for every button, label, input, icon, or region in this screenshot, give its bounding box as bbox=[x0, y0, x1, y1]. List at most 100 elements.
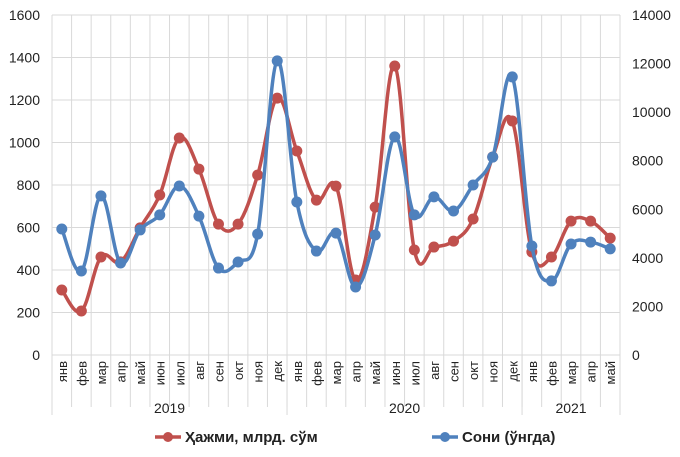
series-volume bbox=[56, 60, 616, 317]
data-point bbox=[565, 215, 577, 227]
left-axis-tick-label: 400 bbox=[17, 262, 41, 278]
year-label: 2021 bbox=[555, 400, 586, 416]
category-label: авг bbox=[427, 361, 442, 380]
data-point bbox=[545, 251, 557, 263]
category-label: май bbox=[603, 361, 618, 384]
data-point bbox=[154, 189, 166, 201]
data-point bbox=[585, 215, 597, 227]
data-point bbox=[95, 251, 107, 263]
data-point bbox=[506, 71, 518, 83]
x-axis-categories: янв фев мар апр май июн июл авг сен окт ноя дек янв ф… bbox=[55, 361, 618, 416]
data-point bbox=[467, 213, 479, 225]
data-point bbox=[604, 243, 616, 255]
data-point bbox=[389, 131, 401, 143]
data-point bbox=[330, 180, 342, 192]
data-point bbox=[95, 190, 107, 202]
data-point bbox=[428, 191, 440, 203]
data-point bbox=[212, 218, 224, 230]
legend: Ҳажми, млрд. сўм Сони (ўнгда) bbox=[155, 429, 555, 446]
left-axis-tick-label: 1600 bbox=[9, 7, 40, 23]
category-label: ноя bbox=[486, 361, 501, 382]
right-axis-tick-label: 12000 bbox=[632, 56, 671, 72]
left-axis-tick-label: 200 bbox=[17, 305, 41, 321]
category-label: янв bbox=[55, 361, 70, 382]
category-label: фев bbox=[544, 361, 559, 386]
category-label: дек bbox=[270, 361, 285, 382]
legend-label: Сони (ўнгда) bbox=[462, 429, 555, 446]
data-point bbox=[604, 232, 616, 244]
category-label: апр bbox=[349, 361, 364, 383]
category-label: апр bbox=[584, 361, 599, 383]
data-point bbox=[585, 236, 597, 248]
data-point bbox=[526, 240, 538, 252]
data-point bbox=[291, 196, 303, 208]
category-label: сен bbox=[211, 361, 226, 382]
left-axis-tick-label: 1200 bbox=[9, 92, 40, 108]
data-point bbox=[193, 163, 205, 175]
year-label: 2019 bbox=[154, 400, 185, 416]
data-point bbox=[448, 235, 460, 247]
gridlines bbox=[51, 14, 621, 415]
left-axis-tick-label: 0 bbox=[32, 347, 40, 363]
left-axis-tick-label: 800 bbox=[17, 177, 41, 193]
data-point bbox=[75, 305, 87, 317]
category-label: июл bbox=[407, 361, 422, 385]
legend-item: Сони (ўнгда) bbox=[432, 429, 555, 446]
data-point bbox=[330, 227, 342, 239]
category-label: авг bbox=[192, 361, 207, 380]
data-point bbox=[545, 275, 557, 287]
right-axis-tick-label: 2000 bbox=[632, 298, 663, 314]
category-label: фев bbox=[74, 361, 89, 386]
data-point bbox=[408, 244, 420, 256]
data-point bbox=[369, 201, 381, 213]
left-axis-tick-label: 600 bbox=[17, 220, 41, 236]
category-label: дек bbox=[505, 361, 520, 382]
category-label: окт bbox=[231, 361, 246, 380]
data-point bbox=[115, 257, 127, 269]
series-count bbox=[56, 55, 616, 293]
data-point bbox=[232, 256, 244, 268]
data-point bbox=[565, 238, 577, 250]
data-point bbox=[212, 262, 224, 274]
data-point bbox=[173, 132, 185, 144]
data-point bbox=[448, 205, 460, 217]
legend-label: Ҳажми, млрд. сўм bbox=[185, 429, 318, 446]
data-point bbox=[271, 55, 283, 67]
category-label: мар bbox=[329, 361, 344, 384]
data-point bbox=[350, 281, 362, 293]
category-label: окт bbox=[466, 361, 481, 380]
data-point bbox=[56, 284, 68, 296]
data-point bbox=[56, 223, 68, 235]
category-label: ноя bbox=[251, 361, 266, 382]
data-point bbox=[467, 179, 479, 191]
data-point bbox=[154, 209, 166, 221]
category-label: май bbox=[368, 361, 383, 384]
data-point bbox=[232, 218, 244, 230]
right-axis-ticks: 0 2000 4000 6000 8000 10000 12000 14000 bbox=[632, 7, 671, 363]
category-label: апр bbox=[114, 361, 129, 383]
data-point bbox=[506, 115, 518, 127]
right-axis-tick-label: 10000 bbox=[632, 104, 671, 120]
category-label: июн bbox=[153, 361, 168, 385]
category-label: мар bbox=[94, 361, 109, 384]
year-label: 2020 bbox=[389, 400, 420, 416]
data-point bbox=[487, 151, 499, 163]
category-label: июл bbox=[172, 361, 187, 385]
right-axis-tick-label: 8000 bbox=[632, 153, 663, 169]
legend-marker bbox=[440, 432, 450, 442]
data-point bbox=[408, 209, 420, 221]
data-point bbox=[271, 92, 283, 104]
series-lines bbox=[56, 55, 616, 317]
category-label: мар bbox=[564, 361, 579, 384]
left-axis-tick-label: 1400 bbox=[9, 50, 40, 66]
data-point bbox=[310, 245, 322, 257]
category-label: фев bbox=[309, 361, 324, 386]
data-point bbox=[428, 241, 440, 253]
data-point bbox=[252, 169, 264, 181]
category-label: янв bbox=[525, 361, 540, 382]
left-axis-tick-label: 1000 bbox=[9, 135, 40, 151]
data-point bbox=[389, 60, 401, 72]
data-point bbox=[75, 265, 87, 277]
category-label: май bbox=[133, 361, 148, 384]
